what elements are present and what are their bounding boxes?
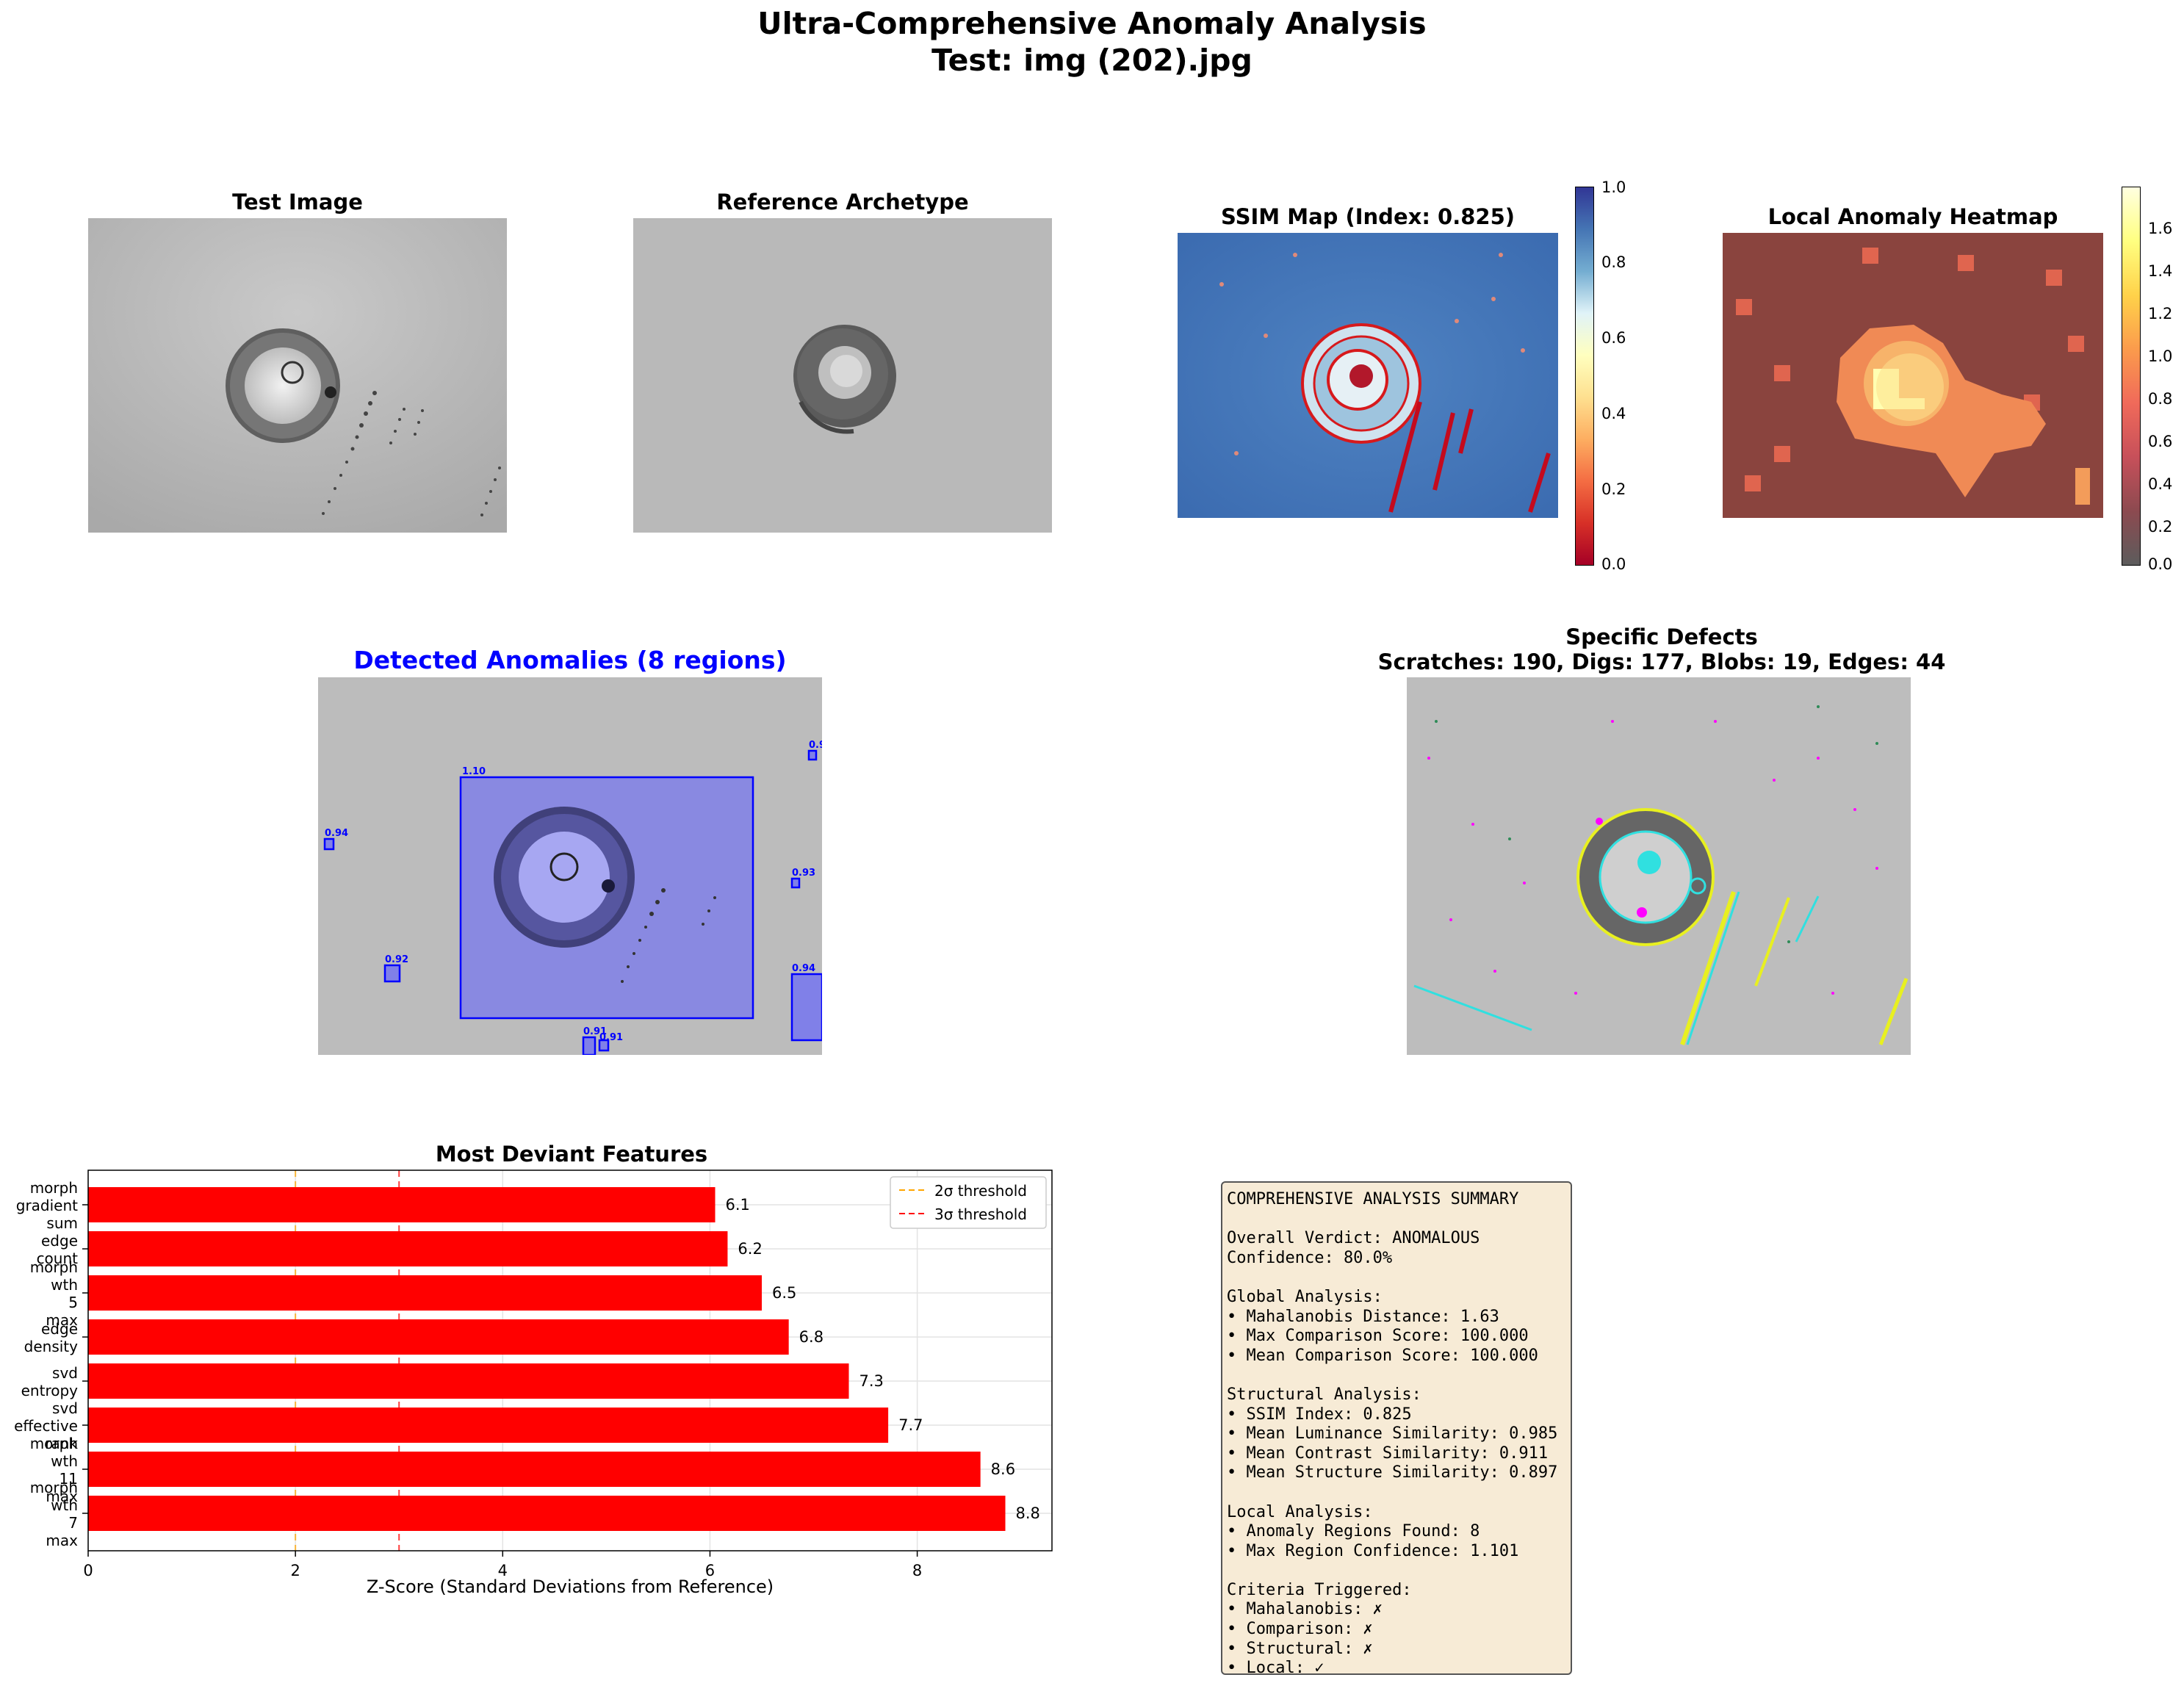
y-tick-label: sum [46, 1214, 78, 1232]
heat-tick: 1.6 [2148, 220, 2173, 237]
heat-tick: 0.0 [2148, 555, 2173, 573]
threshold-lines [295, 1170, 400, 1551]
x-tick-label: 0 [83, 1562, 93, 1579]
detection-label: 0.91 [583, 1026, 607, 1037]
y-tick-label: density [24, 1338, 78, 1355]
heat-tick: 0.2 [2148, 518, 2173, 536]
y-tick-label: morph [30, 1479, 78, 1496]
y-tick-label: wth [51, 1276, 78, 1294]
x-tick-label: 2 [290, 1562, 300, 1579]
detection-label: 0.93 [792, 868, 815, 879]
ssim-colorbar [1575, 187, 1594, 566]
y-tick-label: 5 [68, 1294, 78, 1311]
x-axis-label: Z-Score (Standard Deviations from Refere… [367, 1576, 774, 1597]
bar-value-label: 6.5 [772, 1284, 796, 1302]
bar-value-label: 6.1 [726, 1196, 750, 1214]
bar-value-label: 6.8 [799, 1328, 823, 1346]
ssim-tick: 0.2 [1601, 480, 1626, 498]
y-tick-label: svd [52, 1399, 78, 1417]
y-tick-label: svd [52, 1364, 78, 1382]
bar-value-label: 8.8 [1016, 1504, 1040, 1522]
y-tick-label: edge [41, 1232, 78, 1250]
reference-image [633, 218, 1052, 533]
x-tick-label: 4 [498, 1562, 508, 1579]
ssim-map [1178, 233, 1558, 518]
detection-label: 0.91 [599, 1032, 623, 1043]
deviant-features-chart: Most Deviant Features 6.1 6.2 6.5 6.8 7.3 7.7… [14, 1142, 1053, 1597]
test-image [88, 218, 507, 533]
detection-label: 0.94 [325, 828, 348, 839]
bar-value-label: 8.6 [991, 1460, 1015, 1478]
feature-bar [88, 1187, 716, 1222]
ssim-tick: 1.0 [1601, 179, 1626, 196]
y-tick-label: wth [51, 1452, 78, 1470]
y-tick-label: 11 [60, 1470, 78, 1488]
y-tick-label: morph [30, 1179, 78, 1197]
y-tick-label: max [46, 1311, 78, 1329]
ssim-tick: 0.0 [1601, 555, 1626, 573]
heat-tick: 1.4 [2148, 262, 2173, 280]
y-tick-label: gradient [16, 1197, 78, 1214]
test-image-title: Test Image [232, 190, 363, 215]
bar-value-label: 7.3 [859, 1372, 883, 1390]
chart-title: Most Deviant Features [436, 1142, 707, 1167]
y-tick-label: max [46, 1488, 78, 1505]
y-tick-label: morph [30, 1435, 78, 1452]
ssim-tick: 0.8 [1601, 253, 1626, 271]
anomaly-heatmap [1723, 233, 2103, 518]
feature-bar [88, 1452, 981, 1487]
feature-bar [88, 1496, 1006, 1531]
plot-frame [87, 1170, 1053, 1552]
y-tick-label: morph [30, 1258, 78, 1276]
feature-bar [88, 1231, 728, 1266]
ssim-tick: 0.6 [1601, 329, 1626, 347]
feature-bar [88, 1319, 789, 1355]
feature-bar [88, 1363, 849, 1399]
heat-tick: 0.4 [2148, 475, 2173, 493]
ssim-title: SSIM Map (Index: 0.825) [1221, 204, 1515, 229]
heatmap-title: Local Anomaly Heatmap [1767, 204, 2058, 229]
defects-subtitle: Scratches: 190, Digs: 177, Blobs: 19, Ed… [1377, 649, 1946, 674]
bar-value-label: 7.7 [898, 1416, 923, 1434]
feature-bar [88, 1275, 762, 1311]
x-axis-ticks: 0 2 4 6 8 [83, 1551, 922, 1579]
heat-tick: 1.2 [2148, 305, 2173, 322]
feature-bar [88, 1408, 889, 1443]
detected-title: Detected Anomalies (8 regions) [353, 646, 787, 674]
defects-title: Specific Defects [1565, 624, 1758, 649]
y-axis-ticks: morphgradientsumedgecountmorphwth5maxedg… [14, 1179, 88, 1549]
y-tick-label: count [37, 1250, 79, 1267]
y-tick-label: max [46, 1532, 78, 1549]
legend-2sigma-label: 2σ threshold [934, 1182, 1027, 1200]
y-tick-label: 7 [68, 1514, 78, 1532]
x-tick-label: 6 [705, 1562, 715, 1579]
figure-title: Ultra-Comprehensive Anomaly Analysis [757, 6, 1427, 41]
y-tick-label: edge [41, 1320, 78, 1338]
y-tick-label: wth [51, 1496, 78, 1514]
heat-tick: 1.0 [2148, 347, 2173, 365]
y-tick-label: effective [14, 1417, 78, 1435]
x-tick-label: 8 [912, 1562, 922, 1579]
ssim-tick: 0.4 [1601, 405, 1626, 422]
specific-defects-image [1407, 677, 1911, 1055]
figure-subtitle: Test: img (202).jpg [931, 43, 1253, 78]
chart-legend: 2σ threshold 3σ threshold [890, 1176, 1047, 1229]
detection-label: 0.92 [385, 954, 408, 965]
y-tick-label: entropy [21, 1382, 79, 1399]
detection-label: 1.10 [462, 766, 486, 777]
y-tick-label: rank [45, 1435, 78, 1452]
legend-3sigma-label: 3σ threshold [934, 1206, 1027, 1223]
detection-label: 0.94 [792, 963, 815, 974]
analysis-summary: COMPREHENSIVE ANALYSIS SUMMARY Overall V… [1221, 1181, 1572, 1677]
heat-tick: 0.8 [2148, 390, 2173, 408]
reference-title: Reference Archetype [716, 190, 969, 215]
heat-tick: 0.6 [2148, 433, 2173, 450]
bar-value-label: 6.2 [738, 1240, 762, 1258]
chart-bars: 6.1 6.2 6.5 6.8 7.3 7.7 8.6 8.8 [88, 1187, 1040, 1531]
heatmap-colorbar [2122, 187, 2141, 566]
detection-label: 0.9 [809, 740, 822, 751]
detected-anomalies-image: 1.10 0.9 0.94 0.93 0.92 0.94 0.91 0.91 [318, 677, 822, 1055]
